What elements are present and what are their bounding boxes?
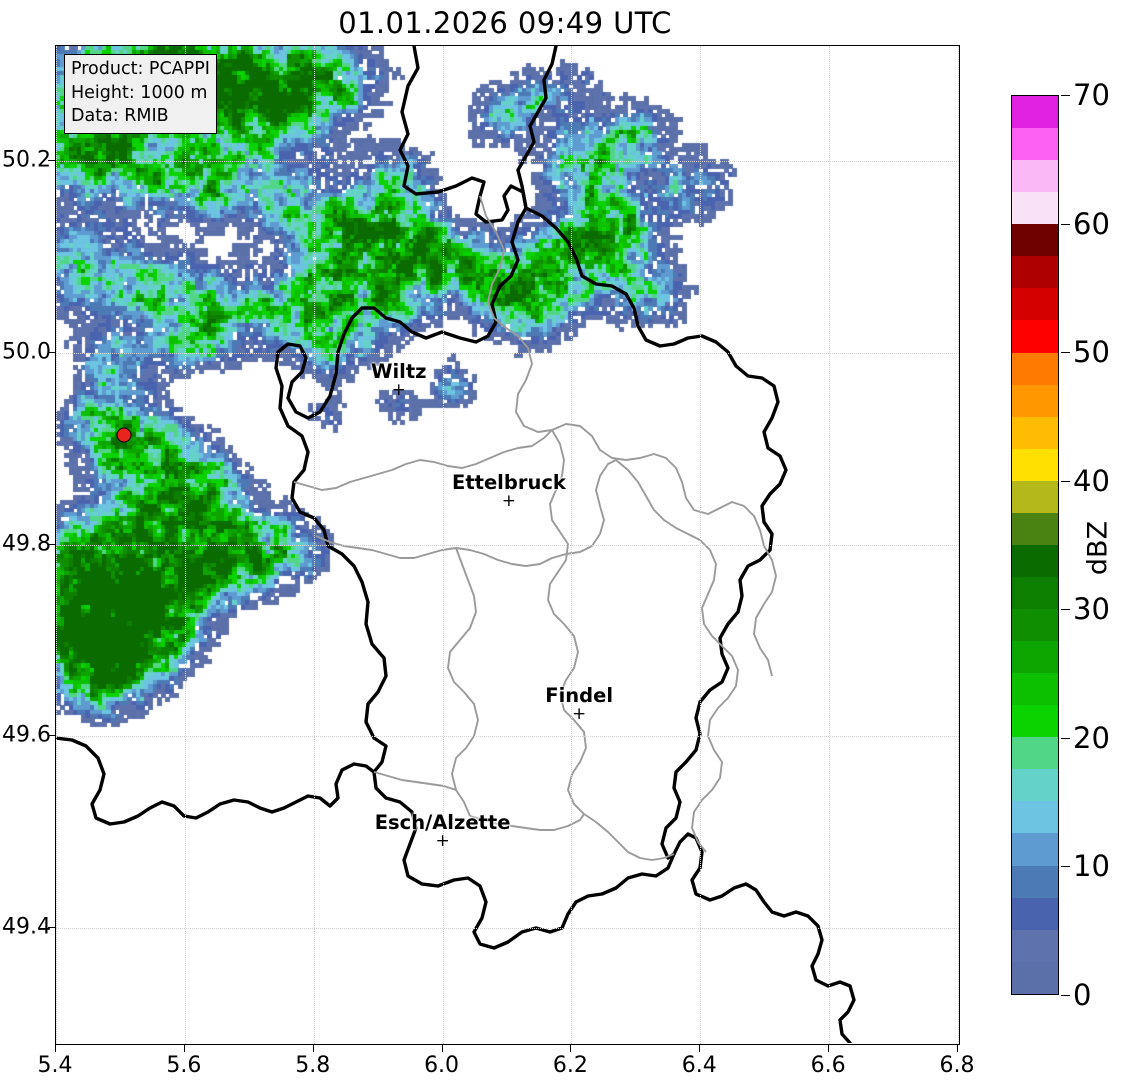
y-axis-tick-label: 49.8 <box>2 531 51 556</box>
colorbar-segment <box>1012 448 1058 481</box>
gridline-horizontal <box>56 736 959 738</box>
y-axis-tick-label: 50.0 <box>2 339 51 365</box>
colorbar-segment <box>1012 929 1058 962</box>
x-axis-tick-mark <box>570 1045 572 1052</box>
colorbar-tick-label: 60 <box>1073 206 1110 241</box>
page-title: 01.01.2026 09:49 UTC <box>338 6 672 40</box>
info-data-line: Data: RMIB <box>71 106 169 126</box>
colorbar-segment <box>1012 384 1058 417</box>
x-axis-tick-mark <box>441 1045 443 1052</box>
info-height-line: Height: 1000 m <box>71 82 208 103</box>
y-axis-tick-label: 50.2 <box>2 147 51 173</box>
gridline-horizontal <box>56 927 959 929</box>
country-border-path <box>274 46 856 1043</box>
colorbar-segment <box>1012 833 1058 866</box>
canton-borders-group <box>293 195 777 861</box>
gridline-horizontal <box>56 544 959 546</box>
colorbar-tick-label: 20 <box>1073 720 1110 755</box>
x-axis-tick-mark <box>183 1045 185 1052</box>
y-axis-tick-label: 49.6 <box>2 722 51 748</box>
gridline-horizontal <box>56 161 959 163</box>
y-axis-tick-mark <box>48 351 55 353</box>
colorbar-tick-mark <box>1061 995 1070 996</box>
colorbar-segment <box>1012 576 1058 609</box>
colorbar-tick-label: 40 <box>1073 463 1110 498</box>
x-axis-tick-label: 6.0 <box>424 1053 460 1078</box>
colorbar-tick-label: 30 <box>1073 592 1110 627</box>
colorbar-tick-mark <box>1061 352 1070 354</box>
info-product-line: Product: PCAPPI <box>71 59 210 79</box>
colorbar-tick-label: 0 <box>1073 978 1092 1012</box>
colorbar-tick-label: 70 <box>1073 78 1110 112</box>
x-axis-tick-mark <box>55 1045 56 1052</box>
gridline-horizontal <box>56 352 959 354</box>
x-axis-tick-mark <box>312 1045 314 1052</box>
colorbar-tick-mark <box>1061 866 1070 868</box>
x-axis-tick-mark <box>699 1045 701 1052</box>
colorbar-tick-mark <box>1061 480 1070 482</box>
colorbar-segment <box>1012 641 1058 674</box>
colorbar-segment <box>1012 865 1058 898</box>
colorbar-segment <box>1012 705 1058 738</box>
y-axis-tick-mark <box>48 160 55 162</box>
colorbar-segment <box>1012 128 1058 161</box>
country-border-path-east <box>524 206 788 860</box>
y-axis-tick-mark <box>48 926 55 928</box>
colorbar-segment <box>1012 480 1058 513</box>
map-boundaries-layer <box>56 46 856 1043</box>
colorbar-segment <box>1012 609 1058 642</box>
y-axis-tick-mark <box>48 543 55 545</box>
colorbar-unit-label: dBZ <box>1082 520 1114 576</box>
x-axis-tick-label: 5.4 <box>37 1053 73 1078</box>
x-axis-tick-label: 6.4 <box>681 1053 717 1078</box>
colorbar-tick-label: 10 <box>1073 849 1110 884</box>
colorbar-segment <box>1012 673 1058 706</box>
y-axis-tick-mark <box>48 735 55 737</box>
colorbar-segment <box>1012 192 1058 225</box>
x-axis-tick-label: 6.8 <box>939 1053 975 1078</box>
x-axis-tick-mark <box>828 1045 830 1052</box>
colorbar-segment <box>1012 352 1058 385</box>
x-axis-tick-label: 6.2 <box>552 1053 588 1078</box>
colorbar-segment <box>1012 160 1058 193</box>
colorbar-segment <box>1012 512 1058 545</box>
radar-map-plot: Wiltz + Ettelbruck + Findel + Esch/Alzette + Pr… <box>55 45 960 1045</box>
colorbar-segment <box>1012 224 1058 257</box>
radar-site-marker <box>116 427 132 443</box>
river-border-path <box>516 46 558 210</box>
x-axis-tick-mark <box>957 1045 958 1052</box>
colorbar-segment <box>1012 961 1058 994</box>
x-axis-tick-label: 6.6 <box>810 1053 846 1078</box>
colorbar-segment <box>1012 801 1058 834</box>
colorbar-tick-mark <box>1061 95 1070 96</box>
colorbar-segment <box>1012 769 1058 802</box>
x-axis-tick-label: 5.6 <box>166 1053 202 1078</box>
colorbar-segment <box>1012 256 1058 289</box>
product-info-box: Product: PCAPPI Height: 1000 m Data: RMI… <box>64 54 217 134</box>
colorbar-tick-mark <box>1061 609 1070 611</box>
colorbar <box>1011 95 1059 995</box>
y-axis-tick-label: 49.4 <box>2 914 51 940</box>
colorbar-segment <box>1012 416 1058 449</box>
colorbar-segment <box>1012 320 1058 353</box>
neighbour-border-path <box>56 736 376 826</box>
colorbar-tick-mark <box>1061 223 1070 225</box>
colorbar-segment <box>1012 544 1058 577</box>
colorbar-segment <box>1012 96 1058 129</box>
colorbar-segment <box>1012 288 1058 321</box>
colorbar-segment <box>1012 737 1058 770</box>
x-axis-tick-label: 5.8 <box>295 1053 331 1078</box>
colorbar-segment <box>1012 897 1058 930</box>
colorbar-tick-label: 50 <box>1073 335 1110 370</box>
colorbar-tick-mark <box>1061 737 1070 739</box>
